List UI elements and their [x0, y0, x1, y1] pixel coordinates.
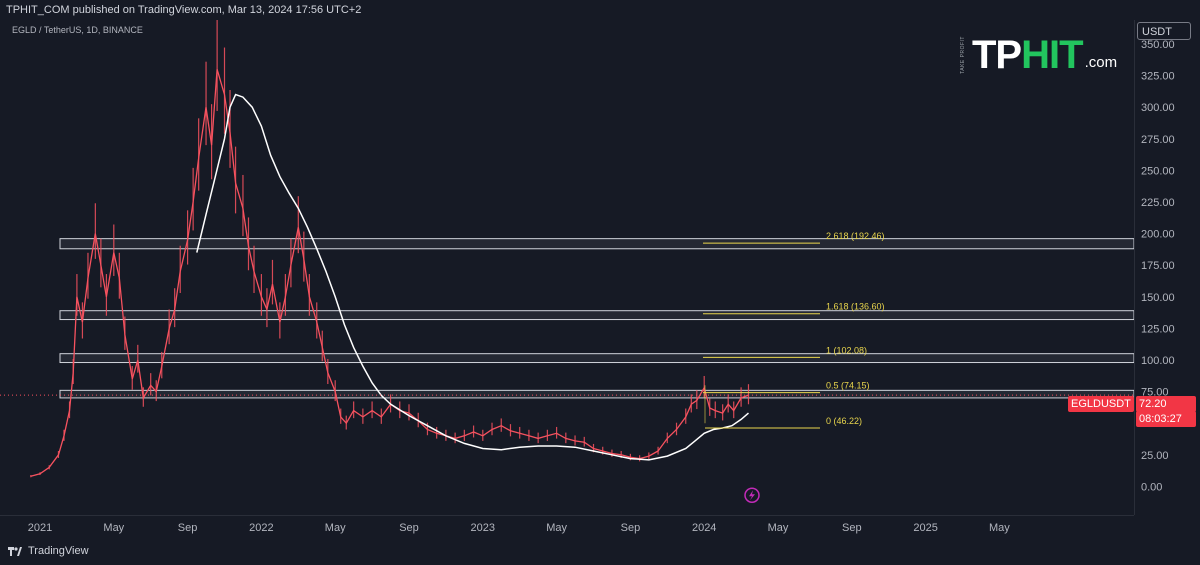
symbol-badge: EGLDUSDT — [1068, 396, 1134, 412]
resistance-zone — [59, 353, 1135, 364]
time-axis-labels: 2021 May Sep 2022 May Sep 2023 May Sep 2024 May Sep… — [28, 522, 1011, 534]
price-tick-label: 250.00 — [1141, 165, 1175, 177]
publish-header: TPHIT_COM published on TradingView.com, … — [0, 0, 1200, 20]
price-tick-label: 100.00 — [1141, 355, 1175, 367]
time-tick-label: May — [325, 522, 346, 534]
price-chart[interactable]: 2.618 (192.46) 1.618 (136.60) 1 (102.08) 0.… — [0, 19, 1135, 515]
time-tick-label: May — [989, 522, 1010, 534]
countdown-badge: 08:03:27 — [1136, 411, 1196, 427]
logo-brand-a: TP — [972, 32, 1022, 77]
time-axis[interactable]: 2021 May Sep 2022 May Sep 2023 May Sep 2024 May Sep… — [0, 515, 1134, 538]
logo-suffix: .com — [1084, 54, 1118, 71]
time-tick-label: 2024 — [692, 522, 716, 534]
lightning-icon — [744, 487, 760, 503]
time-tick-label: May — [546, 522, 567, 534]
footer-brand: TradingView — [28, 545, 89, 557]
fib-level-label: 0 (46.22) — [826, 416, 862, 426]
publish-text: TPHIT_COM published on TradingView.com, … — [6, 4, 362, 16]
fib-level-label: 0.5 (74.15) — [826, 381, 870, 391]
tphit-logo: TAKE PROFIT TP HIT .com — [960, 33, 1117, 77]
resistance-zone — [59, 389, 1135, 399]
symbol-info: EGLD / TetherUS, 1D, BINANCE — [12, 25, 143, 35]
tradingview-logo-icon — [8, 546, 22, 556]
time-tick-label: May — [768, 522, 789, 534]
time-tick-label: Sep — [178, 522, 198, 534]
time-tick-label: Sep — [399, 522, 419, 534]
price-tick-label: 125.00 — [1141, 323, 1175, 335]
time-tick-label: Sep — [621, 522, 641, 534]
current-price-badge: 72.20 — [1136, 396, 1196, 412]
price-tick-label: 275.00 — [1141, 134, 1175, 146]
currency-selector[interactable]: USDT — [1137, 22, 1191, 40]
price-axis-labels: 0.0025.0050.0075.00100.00125.00150.00175… — [1141, 39, 1175, 493]
price-tick-label: 75.00 — [1141, 387, 1169, 399]
time-tick-label: 2025 — [913, 522, 937, 534]
time-tick-label: 2021 — [28, 522, 52, 534]
time-tick-label: 2023 — [471, 522, 495, 534]
lightning-glyph — [749, 490, 755, 501]
time-tick-label: 2022 — [249, 522, 273, 534]
price-tick-label: 200.00 — [1141, 229, 1175, 241]
chart-area[interactable]: 2.618 (192.46) 1.618 (136.60) 1 (102.08) 0.… — [0, 19, 1135, 515]
price-tick-label: 175.00 — [1141, 260, 1175, 272]
logo-small-text: TAKE PROFIT — [960, 36, 966, 74]
footer: TradingView — [0, 537, 1200, 565]
resistance-zone — [59, 238, 1135, 250]
price-tick-label: 150.00 — [1141, 292, 1175, 304]
price-line — [30, 69, 749, 477]
price-tick-label: 350.00 — [1141, 39, 1175, 51]
price-axis[interactable]: 0.0025.0050.0075.00100.00125.00150.00175… — [1134, 20, 1200, 515]
time-tick-label: Sep — [842, 522, 862, 534]
fib-level-label: 2.618 (192.46) — [826, 231, 885, 241]
price-tick-label: 25.00 — [1141, 450, 1169, 462]
time-tick-label: May — [103, 522, 124, 534]
price-tick-label: 0.00 — [1141, 481, 1162, 493]
price-tick-label: 225.00 — [1141, 197, 1175, 209]
moving-average-line — [196, 93, 749, 461]
resistance-zone — [59, 310, 1135, 321]
fib-level-label: 1 (102.08) — [826, 345, 867, 355]
fib-level-label: 1.618 (136.60) — [826, 302, 885, 312]
price-tick-label: 300.00 — [1141, 102, 1175, 114]
logo-brand-b: HIT — [1021, 32, 1083, 77]
price-tick-label: 325.00 — [1141, 71, 1175, 83]
